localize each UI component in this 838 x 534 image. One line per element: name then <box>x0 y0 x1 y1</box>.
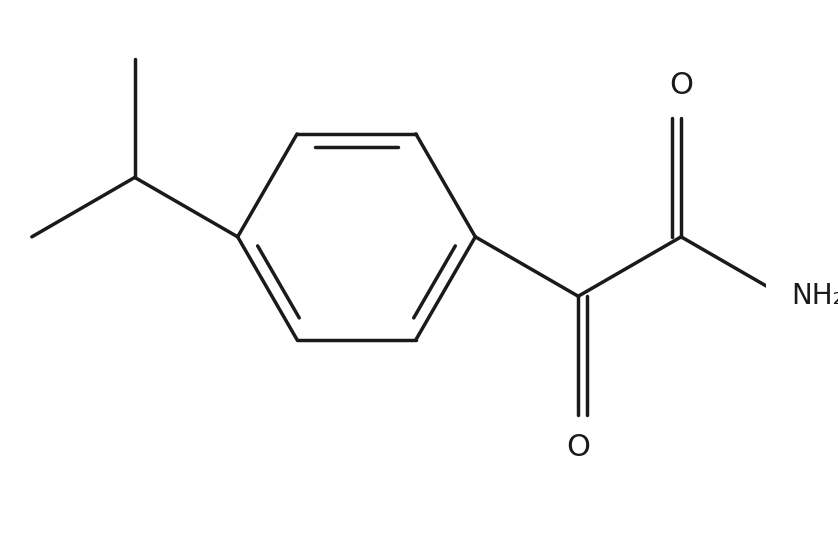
Text: O: O <box>669 70 693 100</box>
Text: NH₂: NH₂ <box>791 282 838 310</box>
Text: O: O <box>566 434 590 462</box>
